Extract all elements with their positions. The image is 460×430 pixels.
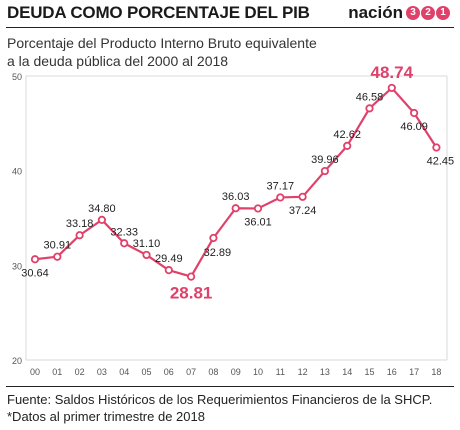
data-point [387,83,396,93]
data-point [409,108,419,118]
x-tick-label: 14 [342,367,352,377]
x-tick-label: 16 [387,367,397,377]
data-point [53,252,62,261]
data-label: 46.58 [356,91,384,103]
data-point [298,192,307,201]
data-label: 33.18 [66,218,94,230]
data-label: 32.33 [110,226,138,238]
x-tick-label: 13 [320,367,330,377]
data-label: 30.64 [21,267,49,279]
highlighted-data-label: 28.81 [170,284,213,303]
brand-logo: nación 3 2 1 [348,2,450,24]
data-label: 36.03 [222,191,250,203]
data-point [120,239,129,248]
x-tick-label: 09 [231,367,241,377]
data-point [231,204,240,213]
data-label: 31.10 [133,238,161,250]
y-tick-label: 30 [12,261,22,271]
data-point [187,272,196,281]
data-label: 30.91 [44,240,72,252]
y-tick-label: 40 [12,167,22,177]
chart-title: DEUDA COMO PORCENTAJE DEL PIB [7,3,310,22]
x-tick-label: 04 [119,367,129,377]
x-tick-label: 11 [276,367,285,377]
brand-digit: 1 [436,6,450,20]
data-point [164,266,173,275]
x-tick-label: 00 [30,367,40,377]
data-point [97,215,107,224]
x-tick-label: 02 [75,367,85,377]
data-label: 39.96 [311,154,339,166]
x-tick-label: 17 [409,367,419,377]
data-label: 37.24 [289,205,317,217]
x-tick-label: 06 [164,367,174,377]
header-divider [6,27,454,28]
x-tick-label: 03 [97,367,107,377]
data-label: 29.49 [155,253,183,265]
x-tick-label: 08 [208,367,218,377]
x-tick-label: 18 [431,367,441,377]
x-tick-label: 10 [253,367,263,377]
data-point [253,204,263,213]
header: DEUDA COMO PORCENTAJE DEL PIB nación 3 2… [0,0,460,28]
data-point [432,143,441,152]
data-label: 46.09 [400,121,428,133]
footer-divider [6,386,454,387]
data-label: 32.89 [204,247,232,259]
data-point [142,250,151,260]
subtitle-line: Porcentaje del Producto Interno Bruto eq… [7,35,317,51]
data-point [343,141,352,150]
highlighted-data-label: 48.74 [371,63,414,82]
data-label: 42.62 [333,129,361,141]
brand-word: nación [348,3,403,22]
data-point [209,233,218,243]
series-line [34,86,438,278]
data-label: 34.80 [88,203,116,215]
brand-digit: 3 [406,6,420,20]
data-point [365,104,374,113]
chart-subtitle: Porcentaje del Producto Interno Bruto eq… [7,34,447,70]
x-tick-label: 01 [52,367,62,377]
footer-notes: Fuente: Saldos Históricos de los Requeri… [7,391,457,425]
data-note: *Datos al primer trimestre de 2018 [7,409,205,424]
data-point [75,231,84,240]
source-note: Fuente: Saldos Históricos de los Requeri… [7,392,433,407]
brand-digit: 2 [421,6,435,20]
data-point [276,193,285,202]
data-label: 42.45 [427,155,455,167]
x-tick-label: 05 [141,367,151,377]
x-tick-label: 12 [298,367,308,377]
data-label: 37.17 [267,180,295,192]
data-point [30,255,40,264]
data-label: 36.01 [244,216,272,228]
x-tick-label: 07 [186,367,196,377]
y-tick-label: 20 [12,356,22,366]
x-tick-label: 15 [364,367,374,377]
subtitle-line: a la deuda pública del 2000 al 2018 [7,53,229,69]
data-point [320,166,329,176]
y-tick-label: 50 [12,72,22,82]
